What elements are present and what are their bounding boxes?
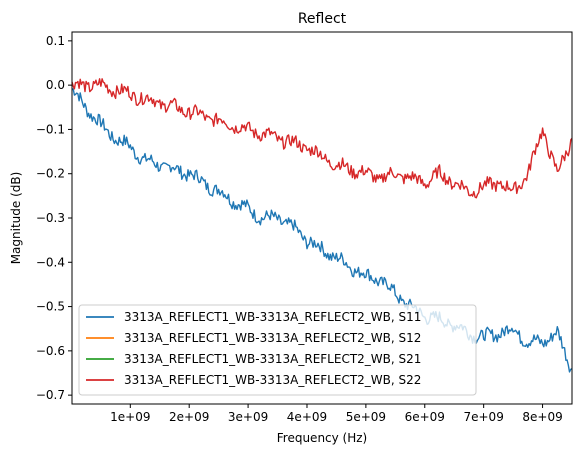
y-tick-label: −0.2 — [36, 167, 65, 181]
y-tick-label: 0.0 — [46, 78, 65, 92]
legend-box — [78, 304, 477, 396]
legend-entry-1: 3313A_REFLECT1_WB-3313A_REFLECT2_WB, S12 — [124, 331, 421, 345]
x-tick-label: 7e+09 — [463, 410, 503, 424]
y-axis-label: Magnitude (dB) — [9, 172, 23, 265]
x-tick-label: 1e+09 — [110, 410, 150, 424]
series-line-3 — [71, 78, 573, 199]
y-axis-ticks: 0.1 0.0 −0.1 −0.2 −0.3 −0.4 −0.5 −0.6 −0.7 — [36, 34, 72, 402]
y-tick-label: −0.6 — [36, 344, 65, 358]
plot-series-group — [71, 78, 573, 373]
y-tick-label: −0.3 — [36, 211, 65, 225]
y-tick-label: 0.1 — [46, 34, 65, 48]
x-axis-ticks: 1e+09 2e+09 3e+09 4e+09 5e+09 6e+09 7e+09 8e+09 — [110, 404, 563, 424]
y-tick-label: −0.5 — [36, 300, 65, 314]
y-tick-label: −0.4 — [36, 255, 65, 269]
x-tick-label: 6e+09 — [405, 410, 445, 424]
y-tick-label: −0.7 — [36, 388, 65, 402]
x-tick-label: 4e+09 — [287, 410, 327, 424]
legend-entry-3: 3313A_REFLECT1_WB-3313A_REFLECT2_WB, S22 — [124, 373, 421, 387]
x-axis-label: Frequency (Hz) — [277, 431, 368, 445]
legend-entry-2: 3313A_REFLECT1_WB-3313A_REFLECT2_WB, S21 — [124, 352, 421, 366]
legend: 3313A_REFLECT1_WB-3313A_REFLECT2_WB, S11… — [78, 304, 477, 396]
legend-entry-0: 3313A_REFLECT1_WB-3313A_REFLECT2_WB, S11 — [124, 310, 421, 324]
x-tick-label: 5e+09 — [346, 410, 386, 424]
x-tick-label: 8e+09 — [522, 410, 562, 424]
y-tick-label: −0.1 — [36, 122, 65, 136]
series-line-0 — [71, 88, 573, 373]
x-tick-label: 3e+09 — [228, 410, 268, 424]
x-tick-label: 2e+09 — [169, 410, 209, 424]
chart-title: Reflect — [298, 11, 347, 27]
